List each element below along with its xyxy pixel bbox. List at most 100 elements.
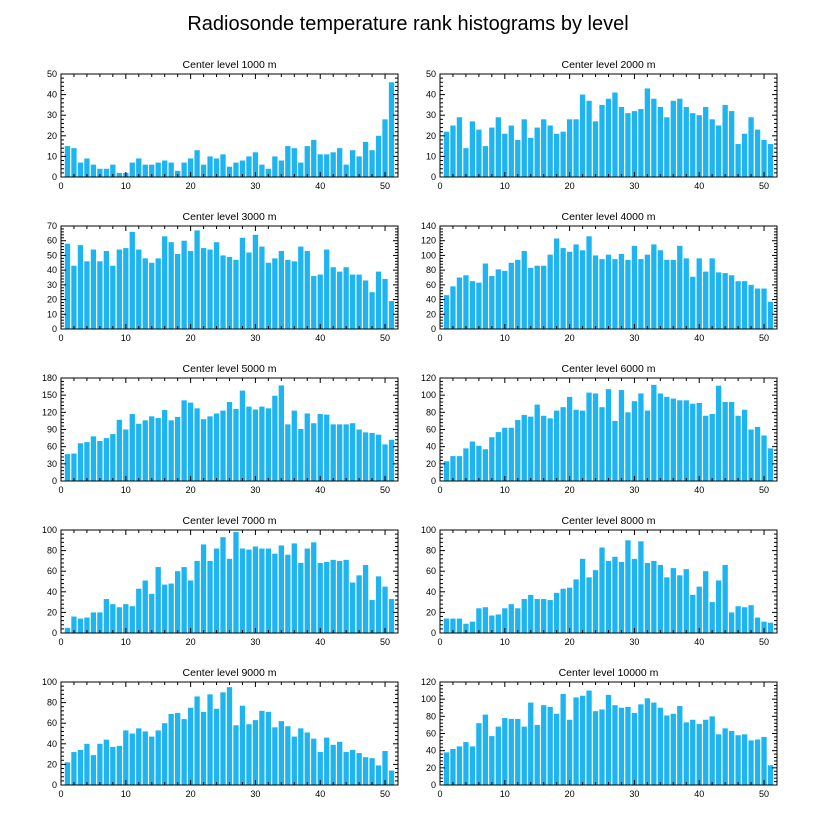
- histogram-bar: [469, 121, 476, 177]
- histogram-bar: [213, 242, 220, 329]
- x-tick-label: 20: [565, 181, 575, 191]
- histogram-bar: [690, 719, 696, 785]
- histogram-bar: [450, 286, 456, 329]
- y-tick-label: 30: [47, 110, 57, 120]
- histogram-bar: [618, 390, 625, 481]
- y-tick-label: 100: [42, 677, 57, 687]
- histogram-bar: [265, 408, 272, 481]
- histogram-bar: [285, 259, 291, 329]
- histogram-bar: [272, 395, 278, 481]
- histogram-bar: [233, 532, 239, 633]
- histogram-bar: [741, 607, 748, 633]
- histogram-bar: [683, 569, 689, 633]
- x-tick-label: 20: [565, 789, 575, 799]
- histogram-bar: [560, 248, 566, 329]
- histogram-bar: [226, 558, 233, 633]
- histogram-bar: [554, 238, 560, 329]
- histogram-bar: [285, 554, 291, 633]
- histogram-bar: [97, 743, 103, 785]
- histogram-bar: [631, 558, 638, 633]
- histogram-bar: [735, 144, 741, 177]
- histogram-bar: [612, 259, 618, 329]
- y-tick-label: 100: [421, 694, 436, 704]
- histogram-bar: [252, 152, 259, 177]
- x-tick-label: 30: [250, 333, 260, 343]
- y-tick-label: 100: [42, 525, 57, 535]
- histogram-bar: [349, 423, 356, 481]
- x-tick-label: 20: [186, 485, 196, 495]
- histogram-bar: [560, 131, 566, 177]
- histogram-bar: [233, 408, 239, 481]
- histogram-bar: [362, 280, 369, 329]
- histogram-bar: [612, 420, 618, 481]
- histogram-bar: [560, 694, 566, 785]
- histogram-bar: [683, 258, 689, 329]
- histogram-bar: [311, 423, 317, 481]
- histogram-bar: [155, 258, 161, 329]
- x-tick-label: 10: [121, 789, 131, 799]
- histogram-bar: [103, 251, 110, 329]
- histogram-bar: [64, 146, 71, 177]
- histogram-bar: [278, 251, 284, 329]
- histogram-bar: [657, 393, 663, 481]
- histogram-bar: [456, 746, 463, 786]
- histogram-bar: [716, 734, 722, 785]
- histogram-bar: [508, 262, 514, 329]
- histogram-bar: [239, 390, 246, 481]
- histogram-bar: [696, 402, 702, 481]
- y-tick-label: 60: [426, 425, 436, 435]
- histogram-bar: [149, 593, 155, 633]
- histogram-bar: [123, 429, 129, 481]
- y-tick-label: 40: [426, 587, 436, 597]
- x-tick-label: 10: [500, 789, 510, 799]
- histogram-bar: [748, 429, 754, 481]
- panel-title: Center level 7000 m: [183, 515, 277, 527]
- y-tick-label: 0: [52, 172, 57, 182]
- x-tick-label: 30: [629, 333, 639, 343]
- y-tick-label: 10: [426, 151, 436, 161]
- histogram-bar: [456, 117, 463, 177]
- histogram-bar: [330, 559, 336, 633]
- histogram-bar: [298, 162, 304, 177]
- histogram-bar: [573, 697, 579, 785]
- x-tick-label: 50: [380, 333, 390, 343]
- histogram-bar: [690, 594, 696, 633]
- histogram-bar: [502, 133, 508, 177]
- histogram-bar: [495, 117, 501, 177]
- y-tick-label: 20: [426, 763, 436, 773]
- histogram-bar: [187, 251, 194, 329]
- histogram-bar: [123, 248, 129, 329]
- histogram-bar: [767, 765, 774, 785]
- x-tick-label: 30: [629, 637, 639, 647]
- histogram-bar: [116, 745, 122, 785]
- histogram-bar: [489, 736, 495, 785]
- histogram-bar: [612, 556, 618, 633]
- histogram-bar: [162, 584, 168, 633]
- histogram-bar: [579, 410, 586, 481]
- histogram-bar: [541, 415, 547, 481]
- y-tick-label: 80: [47, 546, 57, 556]
- histogram-bar: [709, 716, 715, 785]
- histogram-bar: [566, 587, 573, 633]
- histogram-panel: Center level 5000 m 0 10 20 30 40 50 0 30 60 90 120…: [42, 363, 399, 495]
- histogram-bar: [469, 746, 476, 786]
- histogram-bar: [129, 414, 135, 481]
- histogram-bar: [502, 427, 508, 481]
- histogram-bar: [103, 739, 110, 785]
- histogram-bar: [696, 258, 702, 329]
- histogram-bar: [541, 705, 547, 785]
- y-tick-label: 20: [426, 607, 436, 617]
- histogram-bar: [155, 418, 161, 481]
- histogram-bar: [489, 615, 495, 633]
- histogram-bar: [175, 170, 181, 177]
- histogram-bar: [690, 276, 696, 329]
- histogram-bar: [443, 295, 450, 329]
- histogram-bar: [579, 250, 586, 329]
- histogram-bar: [77, 443, 84, 481]
- histogram-bar: [162, 723, 168, 785]
- histogram-bar: [149, 262, 155, 329]
- histogram-bar: [579, 558, 586, 633]
- y-tick-label: 30: [47, 459, 57, 469]
- histogram-bar: [388, 439, 395, 481]
- histogram-bar: [528, 416, 534, 482]
